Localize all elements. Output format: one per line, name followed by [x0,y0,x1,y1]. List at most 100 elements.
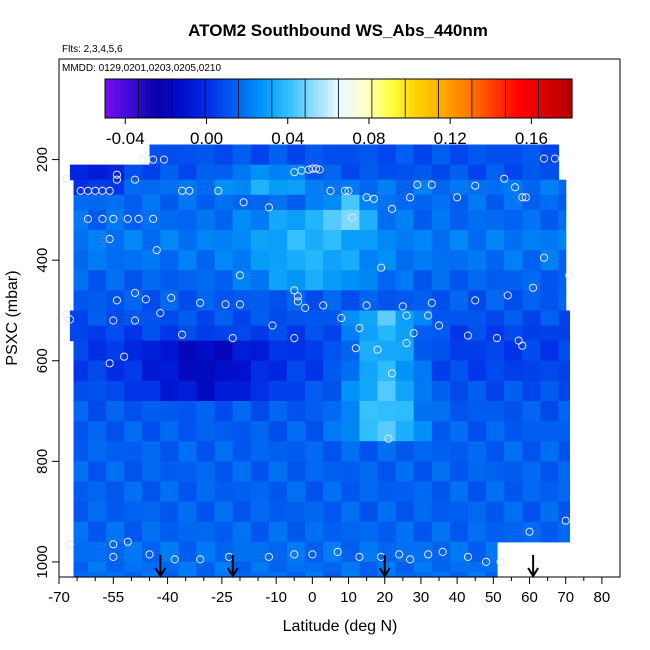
heatmap-cell [558,380,570,402]
heatmap-cell [124,421,143,442]
heatmap-cell [268,194,288,211]
heatmap-cell [160,481,179,503]
heatmap-cell [124,401,143,422]
colorbar-swatch [110,79,116,118]
colorbar-tick-label: 0.12 [434,129,467,148]
heatmap-cell [359,290,379,311]
sample-point [503,291,512,300]
heatmap-cell [73,194,89,211]
heatmap-cell [323,481,342,503]
colorbar-swatch [495,79,502,118]
sample-point [539,154,549,163]
heatmap-cell [449,290,469,311]
sample-point [402,311,411,320]
heatmap-cell [413,501,433,523]
heatmap-cell [468,401,487,422]
flight-arrow-head [226,567,239,578]
heatmap-cell [359,194,379,211]
heatmap-cell [250,270,270,291]
sample-points [62,154,574,567]
sample-point [344,186,353,195]
heatmap-cell [232,164,252,181]
heatmap-cell [250,572,270,578]
heatmap-cell [377,421,397,442]
heatmap-cell [178,572,198,578]
heatmap-cell [250,290,270,311]
heatmap-cell [377,340,397,362]
heatmap-cell [88,340,107,362]
heatmap-cell [178,209,198,231]
heatmap-cell [214,380,234,402]
heatmap-cell [124,501,143,523]
heatmap-cell [359,164,379,181]
heatmap-cell [558,401,570,422]
colorbar-tick-label: 0.16 [515,129,548,148]
heatmap-cell [142,209,161,231]
heatmap-cell [449,230,469,251]
heatmap-cell [540,209,560,231]
colorbar-swatch [211,79,218,118]
sample-point [333,547,342,557]
heatmap-cell [431,481,451,503]
colorbar-tick-label: 0.04 [271,129,304,148]
heatmap-cell [142,441,161,462]
sample-point [152,246,161,255]
heatmap-cell [268,340,288,362]
sample-point [427,298,436,307]
heatmap-cell [73,290,89,311]
colorbar-swatch [516,79,522,118]
sample-point [109,214,118,223]
heatmap-cell [106,441,125,462]
heatmap-cell [88,521,107,543]
heatmap-cell [486,179,505,196]
heatmap-cell [468,325,487,342]
heatmap-cell [142,481,161,503]
heatmap-cell [160,441,179,462]
colorbar-tick-label: 0.08 [352,129,385,148]
sample-point [105,186,114,195]
heatmap-cell [359,144,379,166]
heatmap-cell [558,250,567,271]
colorbar-swatch [318,79,324,118]
heatmap-cell [468,541,487,563]
heatmap-cell [449,325,469,342]
sample-point [134,214,143,223]
heatmap-cell [232,230,252,251]
heatmap-cell [449,360,469,382]
heatmap-cell [395,380,415,402]
heatmap-cell [305,421,324,442]
heatmap-cell [214,461,234,482]
heatmap-cell [413,310,433,327]
heatmap-cell [287,230,306,251]
heatmap-cell [558,310,570,327]
heatmap-cell [305,209,324,231]
heatmap-cell [142,290,161,311]
sample-point [62,310,71,319]
heatmap-cell [395,421,415,442]
heatmap-cell [305,572,324,578]
sample-point [185,186,194,195]
heatmap-cell [395,250,415,271]
heatmap-cell [250,401,270,422]
heatmap-cell [142,501,161,523]
heatmap-cell [504,310,523,327]
heatmap-cell [395,461,415,482]
heatmap-cell [377,209,397,231]
heatmap-cell [431,441,451,462]
heatmap-cell [160,144,179,166]
heatmap-cell [214,561,234,573]
sample-point [373,345,382,354]
heatmap-cell [413,209,433,231]
heatmap-cell [431,340,451,362]
heatmap-cell [73,481,89,503]
heatmap-cell [268,561,288,573]
heatmap-cell [377,572,397,578]
heatmap-cell [178,461,198,482]
colorbar-swatch [409,79,416,118]
sample-point [112,296,122,305]
heatmap-cell [232,360,252,382]
sample-point [326,186,335,195]
colorbar-swatch [546,79,553,118]
heatmap-cell [431,230,451,251]
sample-point [463,552,473,562]
